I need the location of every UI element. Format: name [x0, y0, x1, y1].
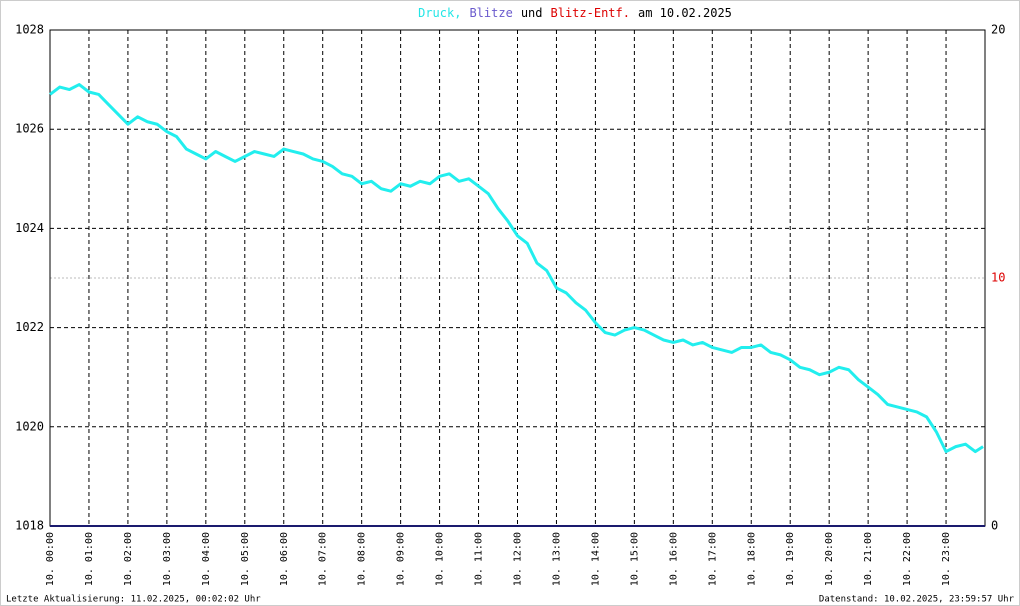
title-part: am 10.02.2025: [638, 6, 732, 20]
x-tick-label: 10. 00:00: [45, 532, 56, 586]
y2-tick-label: 20: [991, 23, 1005, 37]
x-tick-label: 10. 22:00: [902, 532, 913, 586]
x-tick-label: 10. 05:00: [240, 532, 251, 586]
x-tick-label: 10. 04:00: [201, 532, 212, 586]
title-part: Druck,: [418, 6, 461, 20]
x-tick-label: 10. 19:00: [785, 532, 796, 586]
x-tick-label: 10. 14:00: [590, 532, 601, 586]
chart-title: Druck, Blitze und Blitz-Entf. am 10.02.2025: [418, 6, 732, 20]
x-tick-label: 10. 01:00: [84, 532, 95, 586]
x-tick-label: 10. 17:00: [707, 532, 718, 586]
x-tick-label: 10. 07:00: [318, 532, 329, 586]
x-tick-label: 10. 06:00: [279, 532, 290, 586]
title-part: Blitze: [469, 6, 512, 20]
x-tick-label: 10. 21:00: [863, 532, 874, 586]
title-part: und: [521, 6, 543, 20]
pressure-line: [49, 83, 984, 454]
x-tick-label: 10. 15:00: [629, 532, 640, 586]
x-tick-label: 10. 03:00: [162, 532, 173, 586]
x-tick-label: 10. 08:00: [357, 532, 368, 586]
x-tick-label: 10. 02:00: [123, 532, 134, 586]
y-tick-label: 1026: [15, 122, 44, 136]
y2-tick-label: 10: [991, 271, 1005, 285]
x-tick-label: 10. 09:00: [396, 532, 407, 586]
x-tick-label: 10. 10:00: [435, 532, 446, 586]
x-tick-label: 10. 11:00: [474, 532, 485, 586]
y-tick-label: 1028: [15, 23, 44, 37]
title-part: Blitz-Entf.: [551, 6, 630, 20]
y-tick-label: 1020: [15, 419, 44, 433]
x-tick-label: 10. 13:00: [551, 532, 562, 586]
x-tick-label: 10. 23:00: [941, 532, 952, 586]
footer-left: Letzte Aktualisierung: 11.02.2025, 00:02…: [6, 595, 261, 605]
footer-right: Datenstand: 10.02.2025, 23:59:57 Uhr: [819, 595, 1015, 605]
y2-tick-label: 0: [991, 519, 998, 533]
x-tick-label: 10. 20:00: [824, 532, 835, 586]
x-tick-label: 10. 16:00: [668, 532, 679, 586]
x-tick-label: 10. 18:00: [746, 532, 757, 586]
y-tick-label: 1024: [15, 221, 44, 235]
y-tick-label: 1022: [15, 320, 44, 334]
y-tick-label: 1018: [15, 519, 44, 533]
x-tick-label: 10. 12:00: [513, 532, 524, 586]
